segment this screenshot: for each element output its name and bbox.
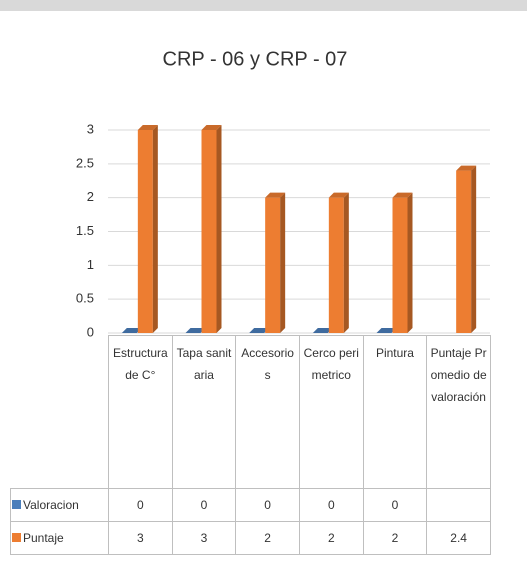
bar: [249, 328, 270, 333]
y-tick-label: 0: [87, 324, 94, 339]
x-tick-label: Cerco perimetrico: [298, 335, 364, 489]
bar-side: [216, 125, 222, 333]
y-tick-label: 2.5: [76, 155, 94, 170]
x-tick-label: Estructura de C°: [108, 335, 173, 489]
bar: [312, 328, 333, 333]
legend-swatch: [12, 500, 21, 509]
bar-front: [201, 130, 217, 333]
bar-side: [343, 192, 349, 333]
legend-label: Valoracion: [23, 498, 79, 512]
bar-front: [456, 170, 472, 333]
bar-top: [328, 192, 349, 198]
bar-top: [249, 328, 270, 333]
bar: [201, 125, 222, 333]
bar-side: [152, 125, 158, 333]
table-value: 3: [171, 521, 237, 555]
y-tick-label: 3: [87, 121, 94, 136]
y-tick-label: 1: [87, 257, 94, 272]
table-value: 0: [235, 488, 300, 522]
bar-top: [376, 328, 397, 333]
x-tick-label: Accesorios: [235, 335, 300, 489]
bar: [392, 192, 413, 333]
y-tick-label: 1.5: [76, 223, 94, 238]
table-value: [426, 488, 491, 522]
table-value: 2: [362, 521, 428, 555]
y-tick-label: 2: [87, 189, 94, 204]
bar-side: [407, 192, 413, 333]
table-value: 0: [108, 488, 173, 522]
x-tick-label: Puntaje Promedio de valoración: [426, 335, 491, 489]
bar-front: [265, 197, 281, 333]
legend-label: Puntaje: [23, 531, 64, 545]
x-tick-label: Pintura: [362, 335, 428, 489]
table-value: 2: [298, 521, 364, 555]
series-row: Valoracion 0 0 0 0 0: [10, 488, 491, 522]
data-table: Estructura de C° Tapa sanitaria Accesorios…: [10, 335, 491, 555]
bar-front: [137, 130, 153, 333]
bar-top: [456, 165, 477, 171]
bar-side: [471, 165, 477, 333]
bar-top: [392, 192, 413, 198]
legend-swatch: [12, 533, 21, 542]
table-value: 0: [362, 488, 428, 522]
bar-top: [185, 328, 206, 333]
bar: [265, 192, 286, 333]
bar: [137, 125, 158, 333]
bar: [376, 328, 397, 333]
legend-entry: Valoracion: [10, 488, 109, 522]
bar-side: [280, 192, 286, 333]
x-tick-label: Tapa sanitaria: [171, 335, 237, 489]
top-bar: [0, 0, 527, 11]
bar: [328, 192, 349, 333]
category-row: Estructura de C° Tapa sanitaria Accesorios…: [11, 335, 491, 489]
chart-title: CRP - 06 y CRP - 07: [163, 48, 348, 70]
bar-top: [312, 328, 333, 333]
bar-front: [392, 197, 408, 333]
table-value: 3: [108, 521, 173, 555]
table-value: 2: [235, 521, 300, 555]
bar-top: [137, 125, 158, 130]
series-row: Puntaje 3 3 2 2 2 2.4: [10, 521, 491, 555]
table-value: 0: [298, 488, 364, 522]
bar: [456, 165, 477, 333]
table-value: 0: [171, 488, 237, 522]
bar: [185, 328, 206, 333]
bar-top: [265, 192, 286, 198]
legend-entry: Puntaje: [10, 521, 109, 555]
bar: [121, 328, 142, 333]
bar-top: [201, 125, 222, 130]
table-value: 2.4: [426, 521, 491, 555]
y-tick-label: 0.5: [76, 291, 94, 306]
bar-front: [328, 197, 344, 333]
corner: [11, 336, 109, 489]
bar-top: [121, 328, 142, 333]
